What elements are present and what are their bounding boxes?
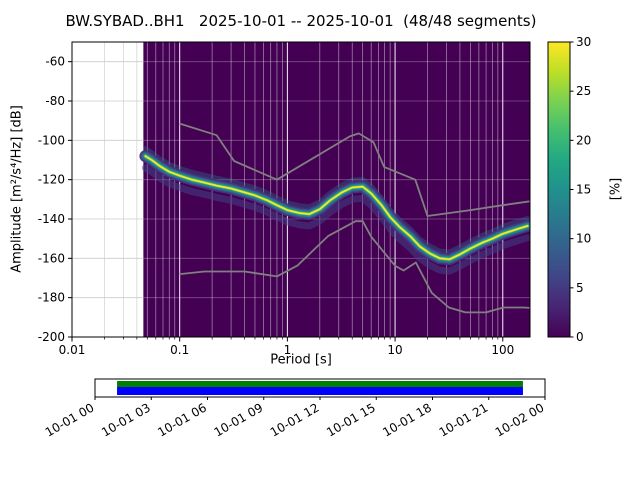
colorbar-tick-label: 30 [576, 35, 591, 49]
colorbar-tick-label: 15 [576, 183, 591, 197]
psd-mode-ridge [144, 155, 529, 261]
y-tick-label: -160 [38, 251, 65, 265]
y-tick-label: -140 [38, 212, 65, 226]
colorbar-tick-label: 5 [576, 281, 584, 295]
x-tick-label: 1 [284, 343, 292, 357]
colorbar-tick-label: 0 [576, 330, 584, 344]
x-axis-label: Period [s] [270, 352, 332, 368]
colorbar-tick-label: 20 [576, 133, 591, 147]
colorbar [547, 41, 571, 338]
y-tick-label: -180 [38, 291, 65, 305]
x-tick-label: 10 [387, 343, 402, 357]
timeline-tick-label: 10-01 15 [324, 400, 378, 439]
y-tick-label: -60 [45, 55, 65, 69]
timeline-tick-label: 10-01 06 [155, 400, 209, 439]
timeline-tick-label: 10-01 18 [380, 400, 434, 439]
colorbar-tick-label: 25 [576, 84, 591, 98]
timeline-coverage-green [117, 381, 523, 387]
noise-model-high [179, 122, 530, 217]
y-tick-label: -200 [38, 330, 65, 344]
noise-model-low [179, 220, 530, 314]
y-tick-label: -120 [38, 173, 65, 187]
timeline-tick-label: 10-01 21 [437, 400, 491, 439]
timeline-tick-label: 10-01 03 [99, 400, 153, 439]
y-axis-label: Amplitude [m²/s⁴/Hz] [dB] [9, 105, 25, 273]
timeline-tick-label: 10-01 09 [212, 400, 266, 439]
timeline-tick-label: 10-01 12 [268, 400, 322, 439]
y-tick-label: -100 [38, 133, 65, 147]
y-tick-label: -80 [45, 94, 65, 108]
timeline-tick-label: 10-01 00 [43, 400, 97, 439]
timeline-coverage-blue [117, 387, 523, 395]
x-tick-label: 100 [491, 343, 514, 357]
plot-title: BW.SYBAD..BH1 2025-10-01 -- 2025-10-01 (… [65, 12, 537, 30]
colorbar-tick-label: 10 [576, 232, 591, 246]
x-tick-label: 0.01 [59, 343, 86, 357]
timeline-tick-label: 10-02 00 [493, 400, 547, 439]
x-tick-label: 0.1 [170, 343, 189, 357]
colorbar-label: [%] [608, 177, 624, 201]
